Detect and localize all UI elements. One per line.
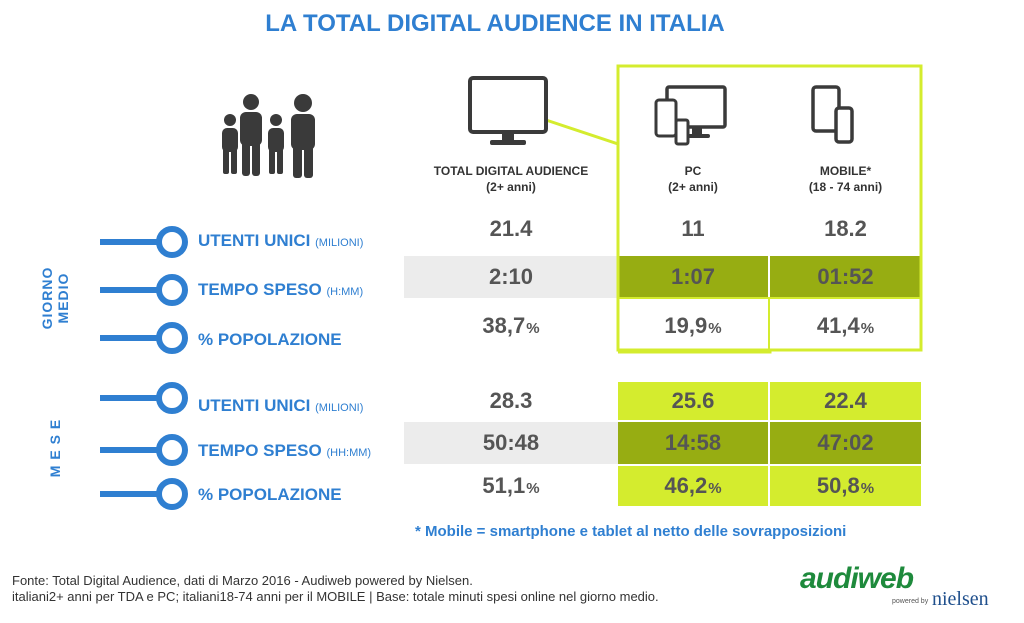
row-label-tempo-mese: TEMPO SPESO (HH:MM) (198, 441, 372, 460)
family-icon (222, 94, 315, 178)
row-label-pop-mese: % POPOLAZIONE (198, 485, 342, 504)
cell-mobile-tempo-mese: 47:02 (817, 430, 874, 455)
cell-bg-pc-tempo-mese (618, 422, 768, 464)
cell-mobile-tempo-giorno: 01:52 (817, 264, 874, 289)
cell-tda-utenti-giorno: 21.4 (489, 216, 533, 241)
cell-mobile-pop-mese: 50,8% (816, 473, 875, 498)
cell-pc-tempo-mese: 14:58 (664, 430, 722, 455)
cell-bg-pc-tempo-giorno (618, 256, 768, 298)
section-label-mese: M E S E (47, 418, 63, 478)
cell-bg-pc-utenti-mese (618, 382, 768, 420)
cell-bg-mobile-tempo-giorno (770, 256, 921, 298)
col-header-mobile: MOBILE* (18 - 74 anni) (808, 164, 883, 194)
cell-tda-tempo-mese: 50:48 (482, 430, 540, 455)
audiweb-logo: audiweb powered by nielsen (800, 562, 989, 610)
devices-icon (654, 85, 727, 146)
cell-bg-mobile-tempo-mese (770, 422, 921, 464)
mobile-footnote: * Mobile = smartphone e tablet al netto … (415, 523, 847, 540)
row-bg-tempo-mese (404, 422, 618, 464)
cell-pc-pop-mese: 46,2% (664, 473, 722, 498)
cell-mobile-utenti-giorno: 18.2 (824, 216, 867, 241)
cell-pc-utenti-mese: 25.6 (671, 388, 715, 413)
row-label-tempo-giorno: TEMPO SPESO (H:MM) (198, 280, 364, 299)
cell-bg-mobile-pop-mese (770, 466, 921, 506)
cell-pc-tempo-giorno: 1:07 (670, 264, 716, 289)
cell-tda-pop-mese: 51,1% (482, 473, 540, 498)
row-label-pop-giorno: % POPOLAZIONE (198, 330, 342, 349)
cell-tda-utenti-mese: 28.3 (489, 388, 533, 413)
col-header-tda: TOTAL DIGITAL AUDIENCE (2+ anni) (433, 164, 589, 194)
source-text: Fonte: Total Digital Audience, dati di M… (12, 573, 659, 604)
cell-tda-pop-giorno: 38,7% (482, 313, 540, 338)
monitor-icon (468, 76, 548, 145)
cell-pc-pop-giorno: 19,9% (664, 313, 722, 338)
cell-pc-utenti-giorno: 11 (681, 216, 705, 241)
cell-mobile-pop-giorno: 41,4% (816, 313, 875, 338)
row-label-utenti-mese: UTENTI UNICI (MILIONI) (198, 396, 364, 415)
cell-mobile-utenti-mese: 22.4 (824, 388, 867, 413)
col-header-pc: PC (2+ anni) (668, 164, 718, 194)
tablet-phone-icon (811, 85, 854, 144)
cell-tda-tempo-giorno: 2:10 (488, 264, 534, 289)
row-label-utenti-giorno: UTENTI UNICI (MILIONI) (198, 231, 364, 250)
row-bg-tempo-giorno (404, 256, 618, 298)
section-label-giorno-medio: GIORNO MEDIO (39, 266, 71, 330)
page-title: LA TOTAL DIGITAL AUDIENCE IN ITALIA (265, 10, 725, 37)
row-markers (100, 226, 188, 510)
cell-bg-mobile-utenti-mese (770, 382, 921, 420)
cell-bg-pc-pop-mese (618, 466, 768, 506)
